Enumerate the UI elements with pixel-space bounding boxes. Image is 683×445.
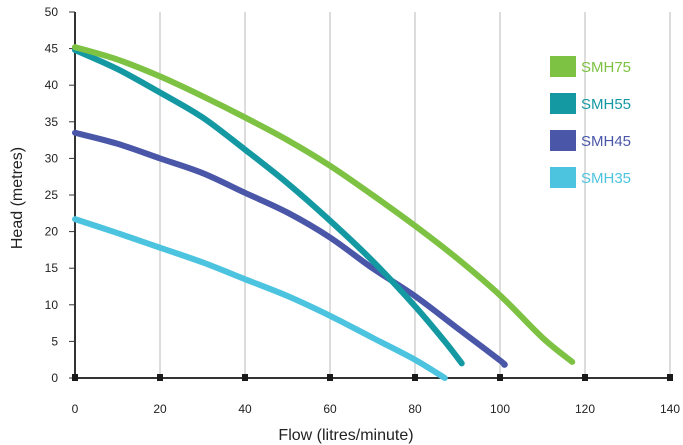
x-ticks: 0 20 40 60 80 100 120 140: [72, 374, 680, 416]
y-tick-label: 30: [45, 151, 59, 165]
x-tick-mark: [667, 374, 673, 381]
x-tick-label: 40: [238, 402, 252, 416]
x-tick-label: 140: [660, 402, 680, 416]
x-tick-label: 60: [323, 402, 337, 416]
y-ticks: 0 5 10 15 20 25 30 35 40 45 50: [45, 5, 75, 385]
y-tick-label: 10: [45, 298, 59, 312]
x-tick-mark: [327, 374, 333, 381]
legend-label-smh75: SMH75: [581, 59, 631, 76]
x-tick-mark: [72, 374, 78, 381]
series-line-smh55: [72, 47, 465, 367]
x-axis-title: Flow (litres/minute): [278, 427, 413, 444]
y-tick-label: 25: [45, 188, 59, 202]
series-line-smh45: [72, 129, 508, 368]
y-tick-label: 20: [45, 225, 59, 239]
x-tick-label: 120: [575, 402, 595, 416]
legend-label-smh45: SMH45: [581, 133, 631, 150]
series-line-smh75: [72, 44, 576, 365]
y-axis-title: Head (metres): [9, 147, 26, 249]
x-tick-mark: [242, 374, 248, 381]
legend-swatch-smh35: [550, 167, 576, 188]
legend-label-smh35: SMH35: [581, 170, 631, 187]
y-tick-label: 40: [45, 78, 59, 92]
x-tick-label: 100: [490, 402, 510, 416]
legend: SMH75 SMH55 SMH45 SMH35: [550, 56, 631, 188]
y-tick-label: 0: [51, 371, 58, 385]
y-tick-label: 5: [51, 334, 58, 348]
x-tick-label: 0: [72, 402, 79, 416]
x-tick-mark: [412, 374, 418, 381]
vertical-gridlines: [159, 12, 671, 378]
series-lines: [72, 44, 576, 381]
x-tick-mark: [582, 374, 588, 381]
y-tick-label: 35: [45, 115, 59, 129]
legend-label-smh55: SMH55: [581, 96, 631, 113]
legend-swatch-smh55: [550, 93, 576, 114]
legend-swatch-smh45: [550, 130, 576, 151]
series-line-smh35: [72, 216, 448, 381]
x-tick-label: 80: [408, 402, 422, 416]
x-tick-mark: [497, 374, 503, 381]
y-tick-label: 45: [45, 42, 59, 56]
legend-swatch-smh75: [550, 56, 576, 77]
y-tick-label: 50: [45, 5, 59, 19]
x-tick-label: 20: [153, 402, 167, 416]
y-tick-label: 15: [45, 261, 59, 275]
x-tick-mark: [157, 374, 163, 381]
